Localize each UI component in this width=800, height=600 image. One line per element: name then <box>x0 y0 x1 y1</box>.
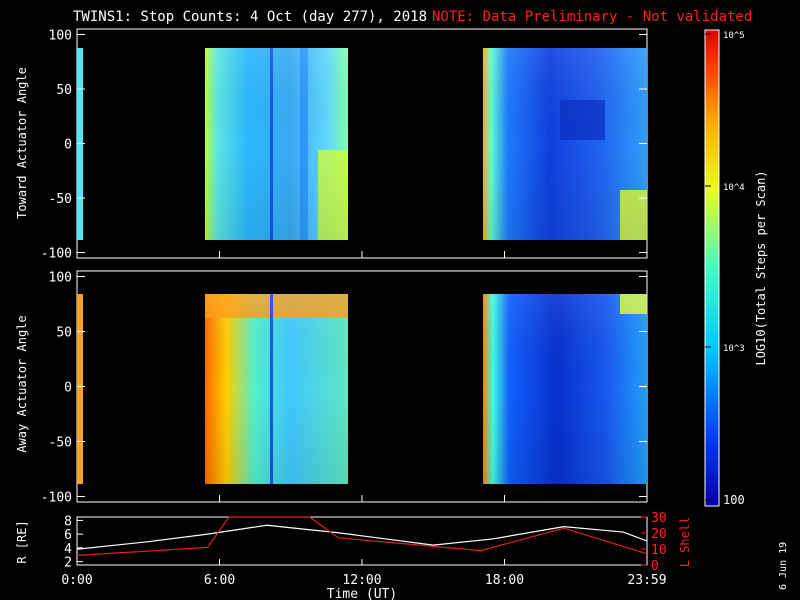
toward-ytick-label: -50 <box>49 192 72 207</box>
orbit-y2tick-label: 0 <box>651 559 659 574</box>
toward-ytick-label: -100 <box>41 247 72 262</box>
lshell-line <box>76 516 648 556</box>
colorbar-tick-label: 10^5 <box>723 31 745 41</box>
colorbar: 10^5 10^4 10^3 100 LOG10(Total Steps per Sc… <box>704 29 768 507</box>
away-ytick-label: -100 <box>41 491 72 506</box>
orbit-ytick-label: 2 <box>64 556 72 571</box>
orbit-y2tick-label: 20 <box>651 527 667 542</box>
figure-title: TWINS1: Stop Counts: 4 Oct (day 277), 20… <box>73 9 427 25</box>
toward-panel: Toward Actuator Angle 100 50 0 -50 -100 <box>15 28 648 262</box>
orbit-panel-frame <box>76 516 648 566</box>
colorbar-scale <box>704 29 720 507</box>
orbit-xtick-label: 23:59 <box>627 573 666 588</box>
away-ytick-label: 0 <box>64 381 72 396</box>
toward-ytick-label: 0 <box>64 138 72 153</box>
toward-ytick-label: 100 <box>49 28 72 43</box>
away-ytick-label: -50 <box>49 436 72 451</box>
colorbar-tick-label: 10^3 <box>723 344 745 354</box>
orbit-xtick-label: 18:00 <box>485 573 524 588</box>
orbit-y2label: L Shell <box>678 517 692 568</box>
toward-shade-2 <box>483 48 647 240</box>
away-shade-2 <box>483 294 647 484</box>
away-ytick-label: 50 <box>56 326 72 341</box>
colorbar-tick-label: 100 <box>723 493 745 507</box>
toward-ytick-label: 50 <box>56 83 72 98</box>
orbit-panel: R [RE] L Shell Time (UT) 864230201000:00… <box>15 251 692 600</box>
orbit-xtick-label: 6:00 <box>204 573 235 588</box>
orbit-ytick-label: 6 <box>64 528 72 543</box>
toward-ylabel: Toward Actuator Angle <box>15 67 29 219</box>
orbit-ytick-label: 8 <box>64 514 72 529</box>
orbit-ytick-label: 4 <box>64 542 72 557</box>
orbit-xtick-label: 12:00 <box>342 573 381 588</box>
toward-shade-1 <box>205 48 348 240</box>
colorbar-tick-label: 10^4 <box>723 183 745 193</box>
orbit-y2tick-label: 30 <box>651 511 667 526</box>
away-ylabel: Away Actuator Angle <box>15 315 29 452</box>
orbit-ylabel: R [RE] <box>15 520 29 563</box>
orbit-y2tick-label: 10 <box>651 543 667 558</box>
preliminary-note: NOTE: Data Preliminary - Not validated <box>432 9 752 25</box>
away-ytick-label: 100 <box>49 271 72 286</box>
radius-line <box>76 524 648 550</box>
colorbar-label: LOG10(Total Steps per Scan) <box>754 170 768 365</box>
away-panel: Away Actuator Angle 100 50 0 -50 -100 <box>15 270 648 506</box>
orbit-xtick-label: 0:00 <box>61 573 92 588</box>
away-edge-strip <box>77 294 83 484</box>
away-shade-1 <box>205 294 348 484</box>
time-axis-label: Time (UT) <box>327 587 397 600</box>
date-stamp: 6 Jun 19 <box>778 542 789 590</box>
